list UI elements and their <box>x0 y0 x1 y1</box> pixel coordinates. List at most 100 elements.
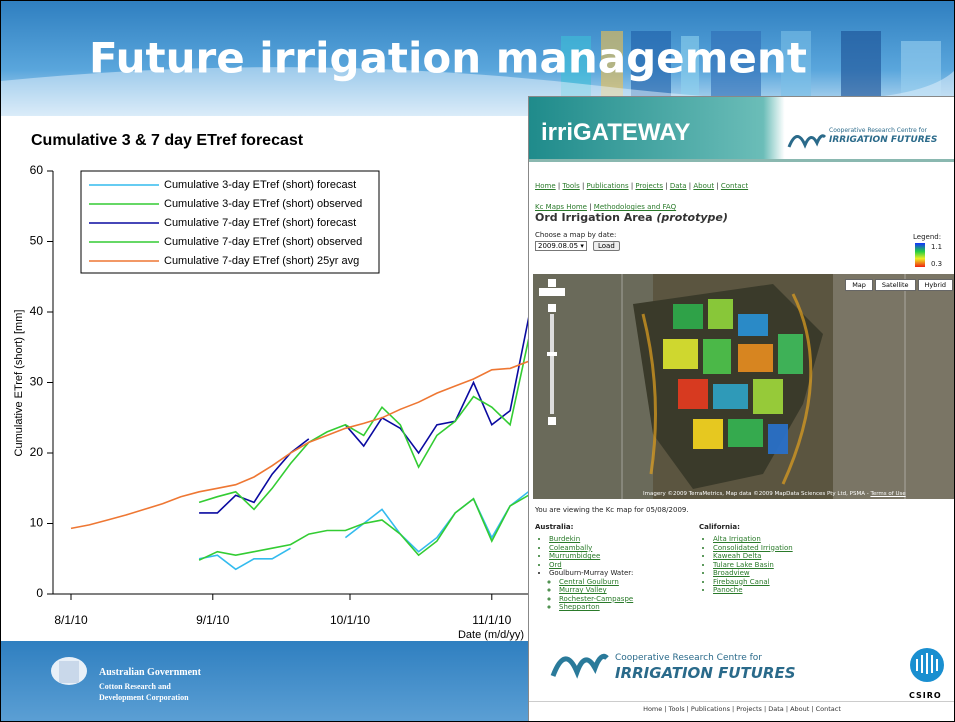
header-stripes <box>561 31 941 106</box>
crumb-sep: | <box>586 203 594 211</box>
legend-label: Legend: <box>913 233 942 241</box>
series-line <box>198 338 548 511</box>
nav-sep: | <box>714 182 721 190</box>
chart-title: Cumulative 3 & 7 day ETref forecast <box>31 132 304 149</box>
nav-sep: | <box>555 182 563 190</box>
map-button[interactable]: Hybrid <box>917 279 953 291</box>
legend-label: Cumulative 7-day ETref (short) 25yr avg <box>164 255 359 267</box>
load-button[interactable]: Load <box>593 241 620 251</box>
map-image <box>533 274 954 499</box>
california-title: California: <box>699 523 740 531</box>
nav-link[interactable]: Publications <box>586 182 629 190</box>
nav-sep: | <box>579 182 587 190</box>
area-link[interactable]: Shepparton <box>559 603 633 612</box>
x-tick-label: 9/1/10 <box>196 613 230 627</box>
legend-max: 1.1 <box>931 243 943 251</box>
date-option[interactable]: 2009.08.05 <box>538 242 579 250</box>
series-line <box>70 346 548 530</box>
legend-label: Cumulative 7-day ETref (short) observed <box>164 236 362 248</box>
y-tick-label: 60 <box>30 163 44 177</box>
area-link[interactable]: Tulare Lake Basin <box>713 561 793 570</box>
attribution-text: Imagery ©2009 TerraMetrics, Map data ©20… <box>643 491 865 497</box>
area-link[interactable]: Central Goulburn <box>559 578 633 587</box>
csiro-text: CSIRO <box>909 691 942 700</box>
legend-label: Cumulative 3-day ETref (short) forecast <box>164 179 356 191</box>
coat-of-arms <box>51 657 87 685</box>
footer-logo-text: Cotton Research and <box>99 682 171 691</box>
area-link[interactable]: Ord <box>549 561 633 570</box>
map-button[interactable]: Satellite <box>874 279 916 291</box>
y-tick-label: 20 <box>30 445 44 459</box>
y-tick-label: 10 <box>30 516 44 530</box>
csiro-logo <box>910 648 944 682</box>
footer-crc-small: Cooperative Research Centre for <box>615 653 762 663</box>
legend-gradient <box>915 243 925 267</box>
series-line <box>199 316 548 514</box>
y-tick-label: 50 <box>30 234 44 248</box>
footer-crc-big: IRRIGATION FUTURES <box>615 664 796 682</box>
series-line <box>198 494 547 561</box>
terms-link[interactable]: Terms of Use <box>870 491 906 497</box>
crc-icon <box>787 134 827 149</box>
footer-logo-text: Australian Government <box>99 667 202 678</box>
legend-label: Cumulative 7-day ETref (short) forecast <box>164 217 356 229</box>
y-axis-label: Cumulative ETref (short) [mm] <box>13 310 25 457</box>
slide-title: Future irrigation management <box>89 34 807 83</box>
map-button[interactable]: Map <box>845 279 873 291</box>
choose-label: Choose a map by date: <box>535 231 617 239</box>
nav-link[interactable]: Data <box>669 182 687 190</box>
nav-link[interactable]: Contact <box>720 182 749 190</box>
area-link[interactable]: Broadview <box>713 569 793 578</box>
web-nav: Home | Tools | Publications | Projects |… <box>535 173 748 192</box>
area-link[interactable]: Panoche <box>713 586 793 595</box>
web-heading: Ord Irrigation Area (prototype) <box>535 211 728 224</box>
viewing-text: You are viewing the Kc map for 05/08/200… <box>535 506 689 514</box>
heading-text: Ord Irrigation Area <box>535 211 653 224</box>
date-select[interactable]: 2009.08.05 ▾ <box>535 241 587 251</box>
web-breadcrumb: Kc Maps Home | Methodologies and FAQ <box>535 194 676 213</box>
nav-link[interactable]: Projects <box>635 182 664 190</box>
area-link[interactable]: Firebaugh Canal <box>713 578 793 587</box>
series-line <box>198 490 547 571</box>
y-tick-label: 30 <box>30 375 44 389</box>
legend-min: 0.3 <box>931 260 943 268</box>
sub-list: Central GoulburnMurray ValleyRochester-C… <box>549 578 633 612</box>
crumb-link[interactable]: Kc Maps Home <box>535 203 587 211</box>
area-link[interactable]: Rochester-Campaspe <box>559 595 633 604</box>
web-logo: irriGATEWAY <box>541 119 691 146</box>
crumb-link[interactable]: Methodologies and FAQ <box>593 203 677 211</box>
web-header: irriGATEWAY Cooperative Research Centre … <box>529 97 954 162</box>
nav-link[interactable]: Home <box>535 182 556 190</box>
heading-note: (prototype) <box>656 211 728 224</box>
nav-sep: | <box>628 182 636 190</box>
area-link[interactable]: Kaweah Delta <box>713 552 793 561</box>
australia-title: Australia: <box>535 523 574 531</box>
nav-link[interactable]: About <box>693 182 715 190</box>
y-tick-label: 40 <box>30 304 44 318</box>
x-tick-label: 8/1/10 <box>54 613 88 627</box>
footer-logo-text: Development Corporation <box>99 693 189 702</box>
area-link[interactable]: Murray Valley <box>559 586 633 595</box>
area-link[interactable]: Consolidated Irrigation <box>713 544 793 553</box>
area-link[interactable]: Alta Irrigation <box>713 535 793 544</box>
area-link[interactable]: Burdekin <box>549 535 633 544</box>
x-axis-label: Date (m/d/yy) <box>458 629 524 641</box>
x-tick-label: 10/1/10 <box>330 613 370 627</box>
area-link[interactable]: Coleambally <box>549 544 633 553</box>
nav-sep: | <box>686 182 694 190</box>
area-group-label: Goulburn-Murray Water: <box>549 569 634 577</box>
nav-link[interactable]: Tools <box>562 182 580 190</box>
area-group: Goulburn-Murray Water:Central GoulburnMu… <box>549 569 633 612</box>
crc-small: Cooperative Research Centre for <box>829 127 927 134</box>
map[interactable]: Map Satellite Hybrid Imagery ©2009 TerraMe… <box>533 274 954 499</box>
x-tick-label: 11/1/10 <box>472 613 511 627</box>
webpage-screenshot: irriGATEWAY Cooperative Research Centre … <box>528 96 954 721</box>
area-link[interactable]: Murrumbidgee <box>549 552 633 561</box>
map-attribution: Imagery ©2009 TerraMetrics, Map data ©20… <box>643 491 906 497</box>
nav-sep: | <box>663 182 670 190</box>
footer-crc-icon <box>550 653 609 679</box>
australia-list: BurdekinColeamballyMurrumbidgeeOrdGoulbu… <box>535 535 633 612</box>
